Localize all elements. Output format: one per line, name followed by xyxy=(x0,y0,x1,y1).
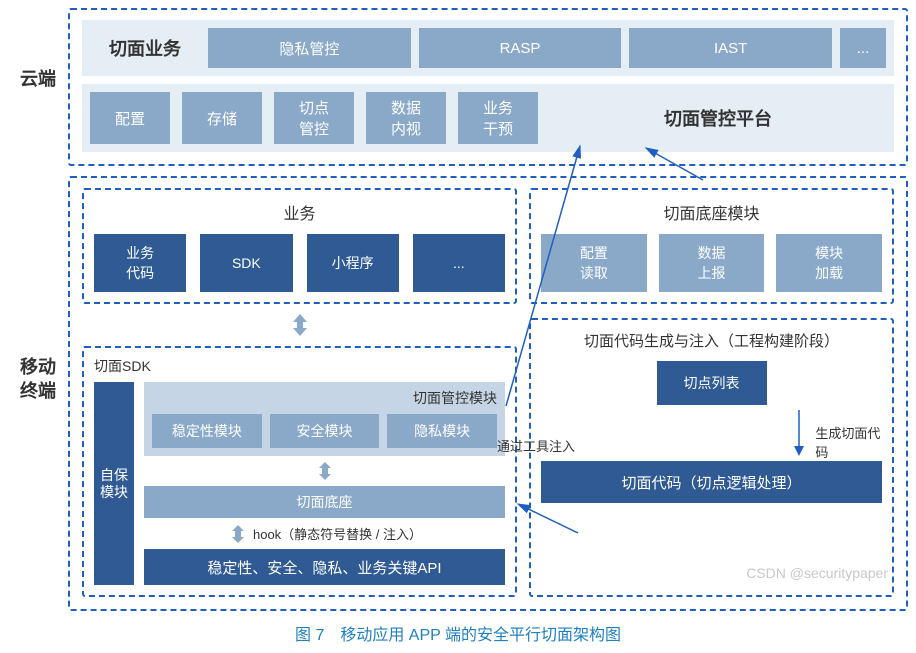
side-label-cloud: 云端 xyxy=(8,8,68,148)
side-label-terminal: 移动 终端 xyxy=(8,148,68,611)
mgmt-group: 切面管控模块 稳定性模块 安全模块 隐私模块 xyxy=(144,382,505,456)
arrow-business-sdk xyxy=(82,314,517,336)
cloud-bottom-box: 存储 xyxy=(182,92,262,144)
sdk-panel: 切面SDK 自保 模块 切面管控模块 稳定性模块 安全模块 隐私模块 xyxy=(82,346,517,597)
base-module-box: 配置 读取 xyxy=(541,234,647,292)
base-module-box: 数据 上报 xyxy=(659,234,765,292)
arrow-base-api xyxy=(227,525,249,543)
business-title: 业务 xyxy=(94,200,505,224)
hook-label: hook（静态符号替换 / 注入） xyxy=(253,524,422,543)
cloud-top-box-more: ... xyxy=(840,28,886,68)
mgmt-box: 隐私模块 xyxy=(387,414,497,448)
base-module-box: 模块 加载 xyxy=(776,234,882,292)
cloud-bottom-box: 配置 xyxy=(90,92,170,144)
cloud-top-row: 切面业务 隐私管控 RASP IAST ... xyxy=(82,20,894,76)
arrow-gen-down xyxy=(792,410,806,456)
sdk-base: 切面底座 xyxy=(144,486,505,518)
base-module-panel: 切面底座模块 配置 读取 数据 上报 模块 加载 xyxy=(529,188,894,304)
cloud-top-box: 隐私管控 xyxy=(208,28,411,68)
cloud-bottom-row: 配置 存储 切点 管控 数据 内视 业务 干预 切面管控平台 xyxy=(82,84,894,152)
cloud-bottom-box: 业务 干预 xyxy=(458,92,538,144)
cloud-bottom-title: 切面管控平台 xyxy=(550,92,886,144)
mgmt-box: 安全模块 xyxy=(270,414,380,448)
cloud-top-box: RASP xyxy=(419,28,622,68)
mgmt-title: 切面管控模块 xyxy=(152,388,497,408)
gen-label: 生成切面代码 xyxy=(815,423,882,461)
terminal-left: 业务 业务 代码 SDK 小程序 ... 切面SDK 自保 xyxy=(82,188,517,597)
inject-label: 通过工具注入 xyxy=(497,436,575,455)
figure-caption: 图 7 移动应用 APP 端的安全平行切面架构图 xyxy=(8,621,908,645)
side-labels: 云端 移动 终端 xyxy=(8,8,68,611)
base-module-title: 切面底座模块 xyxy=(541,200,882,224)
cloud-bottom-box: 数据 内视 xyxy=(366,92,446,144)
gen-title: 切面代码生成与注入（工程构建阶段） xyxy=(541,330,882,351)
cloud-bottom-box: 切点 管控 xyxy=(274,92,354,144)
diagram-root: 云端 移动 终端 切面业务 隐私管控 RASP IAST ... 配置 存储 切… xyxy=(8,8,908,611)
sdk-head: 切面SDK xyxy=(94,356,505,376)
self-protect-box: 自保 模块 xyxy=(94,382,134,585)
business-panel: 业务 业务 代码 SDK 小程序 ... xyxy=(82,188,517,304)
cloud-panel: 切面业务 隐私管控 RASP IAST ... 配置 存储 切点 管控 数据 内… xyxy=(68,8,908,166)
sdk-api: 稳定性、安全、隐私、业务关键API xyxy=(144,549,505,585)
arrow-mgmt-base xyxy=(144,462,505,480)
cloud-top-title: 切面业务 xyxy=(90,28,200,68)
gen-code-box: 切面代码（切点逻辑处理） xyxy=(541,461,882,503)
gen-list-box: 切点列表 xyxy=(657,361,767,405)
terminal-panel: 业务 业务 代码 SDK 小程序 ... 切面SDK 自保 xyxy=(68,176,908,611)
business-box: 业务 代码 xyxy=(94,234,186,292)
terminal-right: 切面底座模块 配置 读取 数据 上报 模块 加载 切面代码生成与注入（工程构建阶… xyxy=(529,188,894,597)
mgmt-box: 稳定性模块 xyxy=(152,414,262,448)
business-box: 小程序 xyxy=(307,234,399,292)
business-box-more: ... xyxy=(413,234,505,292)
gen-panel: 切面代码生成与注入（工程构建阶段） 切点列表 通过工具注入 生成切面代码 切面 xyxy=(529,318,894,597)
content: 切面业务 隐私管控 RASP IAST ... 配置 存储 切点 管控 数据 内… xyxy=(68,8,908,611)
business-box: SDK xyxy=(200,234,292,292)
cloud-top-box: IAST xyxy=(629,28,832,68)
